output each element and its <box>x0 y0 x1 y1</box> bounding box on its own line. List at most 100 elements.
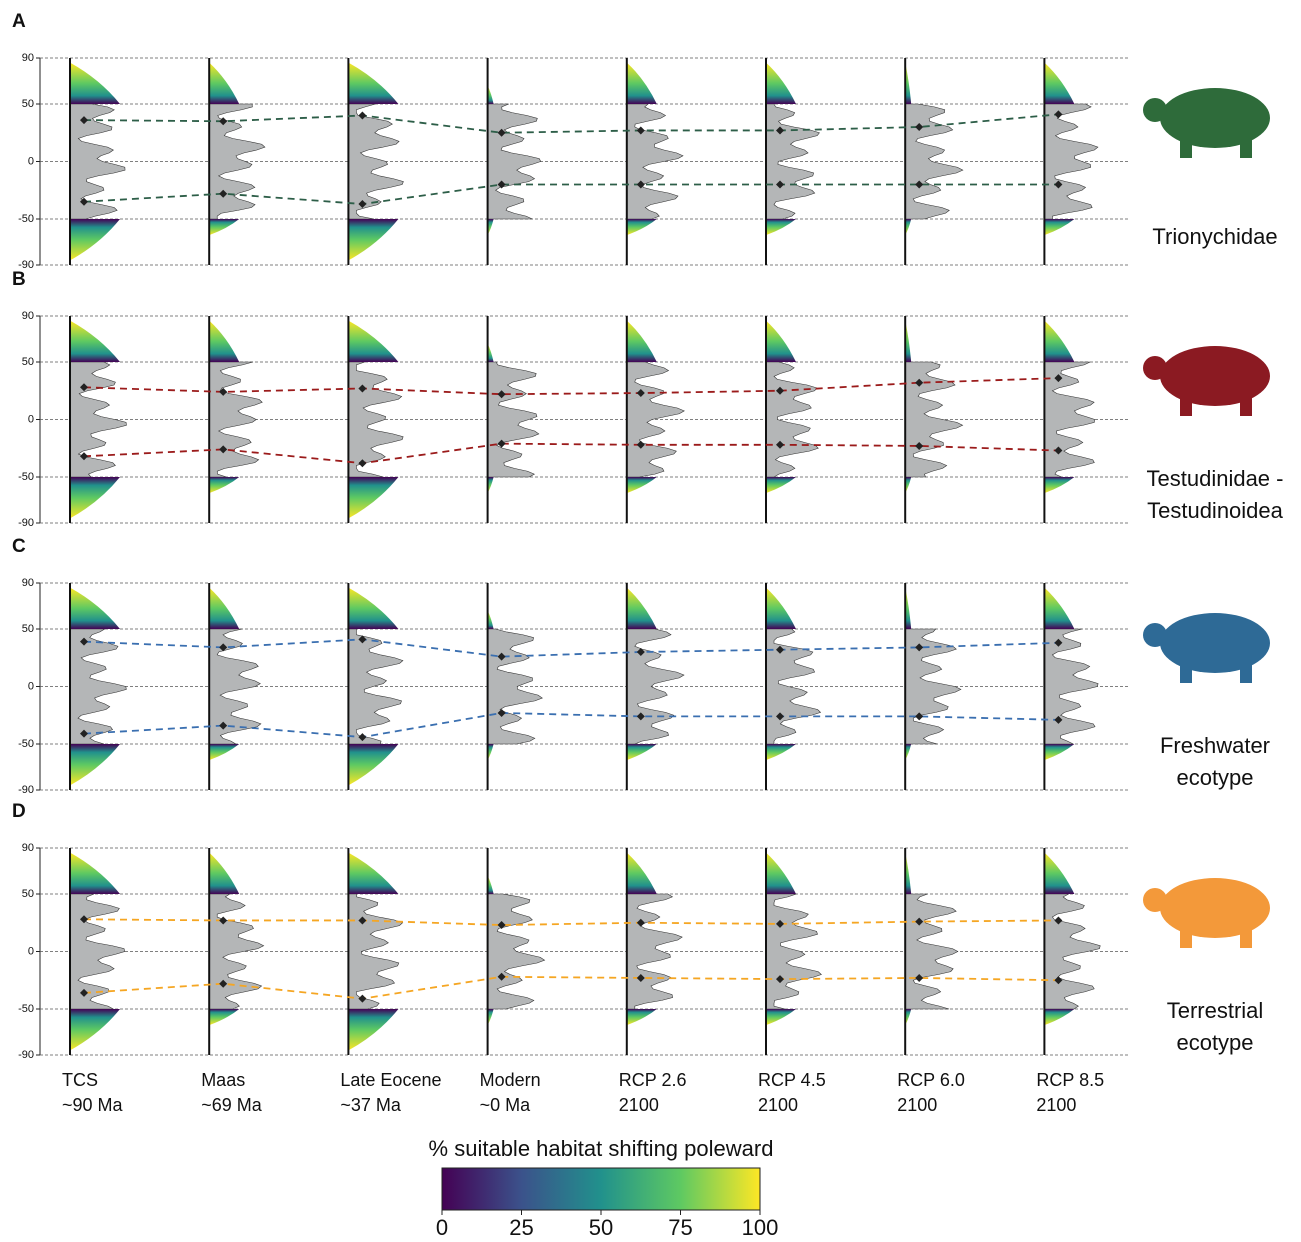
animal-shell <box>1160 613 1270 673</box>
habitat-silhouette <box>70 629 126 744</box>
y-tick-label: -90 <box>18 517 34 529</box>
habitat-silhouette <box>488 104 541 219</box>
x-tick-label: Late Eocene <box>340 1070 441 1090</box>
y-tick-label: -50 <box>18 471 34 483</box>
x-tick-label: Modern <box>480 1070 541 1090</box>
y-tick-label: 0 <box>28 413 34 425</box>
habitat-cap-north <box>70 588 120 629</box>
habitat-cap-north <box>627 63 657 104</box>
y-tick-label: 90 <box>22 310 34 322</box>
animal-leg <box>1240 926 1252 948</box>
habitat-cap-south <box>348 1009 398 1050</box>
x-tick-label: RCP 4.5 <box>758 1070 826 1090</box>
habitat-cap-south <box>627 744 657 760</box>
habitat-cap-north <box>766 63 796 104</box>
habitat-silhouette <box>905 894 958 1009</box>
habitat-cap-north <box>70 853 120 894</box>
habitat-cap-north <box>348 321 398 362</box>
y-tick-label: 0 <box>28 680 34 692</box>
habitat-cap-south <box>209 477 239 493</box>
habitat-silhouette <box>488 629 543 744</box>
y-tick-label: 50 <box>22 356 34 368</box>
habitat-cap-north <box>348 853 398 894</box>
x-tick-label: ~0 Ma <box>480 1095 532 1115</box>
habitat-silhouette <box>209 362 262 477</box>
habitat-cap-north <box>209 853 239 894</box>
taxon-label: ecotype <box>1176 1030 1253 1055</box>
colorbar-tick-label: 100 <box>742 1215 779 1240</box>
taxon-label: Freshwater <box>1160 733 1270 758</box>
animal-head <box>1143 98 1167 122</box>
habitat-cap-north <box>766 853 796 894</box>
y-tick-label: 0 <box>28 945 34 957</box>
habitat-cap-south <box>70 1009 120 1050</box>
habitat-cap-south <box>627 477 657 493</box>
panel-letter: D <box>12 801 26 822</box>
habitat-cap-south <box>627 1009 657 1025</box>
animal-leg <box>1180 926 1192 948</box>
x-tick-label: 2100 <box>619 1095 659 1115</box>
habitat-cap-south <box>766 477 796 493</box>
animal-head <box>1143 623 1167 647</box>
habitat-cap-south <box>1044 477 1074 493</box>
colorbar-tick-label: 0 <box>436 1215 448 1240</box>
habitat-cap-north <box>209 588 239 629</box>
habitat-cap-south <box>209 744 239 760</box>
animal-shell <box>1160 88 1270 148</box>
animal-leg <box>1240 394 1252 416</box>
y-tick-label: 50 <box>22 888 34 900</box>
y-tick-label: 50 <box>22 98 34 110</box>
habitat-cap-south <box>209 219 239 235</box>
taxon-label: Testudinidae - <box>1147 466 1284 491</box>
habitat-cap-south <box>1044 1009 1074 1025</box>
habitat-cap-north <box>627 321 657 362</box>
habitat-cap-north <box>348 63 398 104</box>
colorbar-tick-label: 75 <box>668 1215 692 1240</box>
y-tick-label: 0 <box>28 155 34 167</box>
habitat-cap-south <box>627 219 657 235</box>
habitat-cap-north <box>209 63 239 104</box>
habitat-cap-north <box>70 63 120 104</box>
habitat-cap-south <box>766 219 796 235</box>
habitat-cap-south <box>70 744 120 785</box>
habitat-cap-north <box>1044 588 1074 629</box>
habitat-cap-south <box>348 219 398 260</box>
habitat-cap-south <box>766 744 796 760</box>
habitat-cap-north <box>627 588 657 629</box>
habitat-silhouette <box>627 894 682 1009</box>
habitat-silhouette <box>1044 104 1097 219</box>
habitat-cap-north <box>1044 63 1074 104</box>
habitat-silhouette <box>905 104 963 219</box>
colorbar <box>442 1168 760 1210</box>
habitat-silhouette <box>627 104 683 219</box>
animal-shell <box>1160 878 1270 938</box>
x-tick-label: RCP 8.5 <box>1036 1070 1104 1090</box>
habitat-cap-south <box>70 477 120 518</box>
x-tick-label: ~90 Ma <box>62 1095 124 1115</box>
y-tick-label: -50 <box>18 738 34 750</box>
animal-leg <box>1180 136 1192 158</box>
animal-leg <box>1240 661 1252 683</box>
habitat-cap-south <box>348 477 398 518</box>
animal-leg <box>1240 136 1252 158</box>
x-tick-label: RCP 2.6 <box>619 1070 687 1090</box>
habitat-cap-south <box>766 1009 796 1025</box>
habitat-cap-north <box>70 321 120 362</box>
habitat-silhouette <box>1044 362 1094 477</box>
taxon-label: Terrestrial <box>1167 998 1264 1023</box>
panel-letter: A <box>12 11 26 32</box>
habitat-cap-north <box>1044 853 1074 894</box>
animal-leg <box>1180 661 1192 683</box>
taxon-label: Trionychidae <box>1152 224 1277 249</box>
x-tick-label: ~37 Ma <box>340 1095 402 1115</box>
x-tick-label: 2100 <box>1036 1095 1076 1115</box>
x-tick-label: RCP 6.0 <box>897 1070 965 1090</box>
y-tick-label: -90 <box>18 1049 34 1061</box>
colorbar-tick-label: 25 <box>509 1215 533 1240</box>
panel-letter: C <box>12 536 26 557</box>
taxon-label: ecotype <box>1176 765 1253 790</box>
animal-head <box>1143 356 1167 380</box>
y-tick-label: 90 <box>22 52 34 64</box>
x-tick-label: TCS <box>62 1070 98 1090</box>
habitat-cap-north <box>1044 321 1074 362</box>
